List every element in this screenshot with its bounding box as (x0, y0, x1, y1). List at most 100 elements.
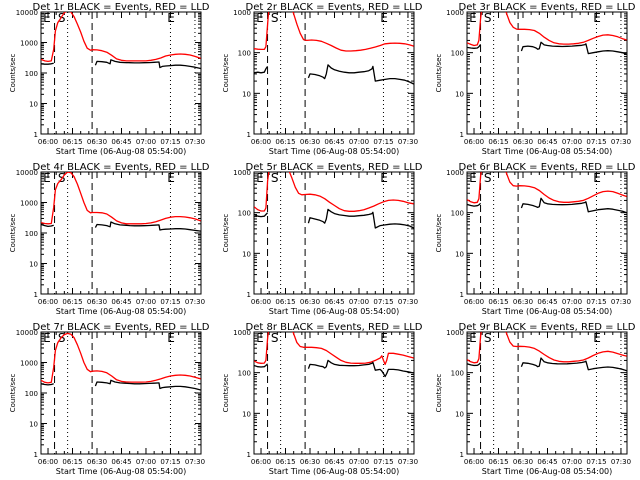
series-group (254, 172, 414, 229)
x-tick-label: 06:30 (300, 138, 320, 146)
y-axis-label: Counts/sec (222, 214, 230, 253)
x-tick-label: 07:00 (349, 138, 369, 146)
x-tick-label: 07:15 (586, 298, 606, 306)
y-tick-label: 1 (247, 451, 251, 459)
marker-label-s: S (484, 331, 492, 345)
x-tick-label: 06:00 (38, 458, 58, 466)
chart-title: Det 6r BLACK = Events, RED = LLD (459, 162, 636, 173)
y-tick-label: 10 (455, 250, 464, 258)
plot-frame (40, 331, 202, 455)
series-line-lld (41, 12, 201, 63)
series-group (254, 12, 414, 85)
y-axis-label: Counts/sec (222, 54, 230, 93)
x-tick-label: 07:00 (136, 138, 156, 146)
y-axis-label: Counts/sec (435, 374, 443, 413)
marker-label-e: E (593, 11, 601, 25)
y-tick-label: 10 (455, 90, 464, 98)
y-tick-label: 1 (34, 451, 38, 459)
chart-panel-6: Det 6r BLACK = Events, RED = LLD 1 10 100 10… (435, 162, 636, 316)
series-line-lld (254, 172, 414, 212)
x-axis-label: Start Time (06-Aug-08 05:54:00) (56, 147, 187, 156)
x-tick-label: 07:30 (398, 138, 418, 146)
x-tick-label: 07:15 (160, 138, 180, 146)
x-tick-label: 07:30 (398, 298, 418, 306)
x-tick-label: 06:30 (513, 458, 533, 466)
y-tick-label: 1000 (20, 360, 38, 368)
marker-label-e: E (256, 11, 264, 25)
y-tick-label: 100 (451, 370, 464, 378)
x-tick-label: 07:00 (349, 458, 369, 466)
chart-panel-7: Det 7r BLACK = Events, RED = LLD 1 10 100 10… (9, 322, 210, 476)
y-tick-label: 1 (460, 291, 464, 299)
x-tick-label: 07:15 (586, 138, 606, 146)
plot-frame (253, 331, 415, 455)
x-tick-label: 07:30 (185, 458, 205, 466)
y-tick-label: 1 (34, 131, 38, 139)
chart-panel-8: Det 8r BLACK = Events, RED = LLD 1 10 100 10… (222, 322, 423, 476)
y-tick-label: 100 (25, 70, 38, 78)
series-line-events (41, 221, 201, 232)
x-tick-label: 07:00 (136, 298, 156, 306)
marker-label-e: E (380, 171, 388, 185)
x-tick-label: 07:15 (586, 458, 606, 466)
series-line-lld (467, 172, 627, 204)
y-tick-label: 1000 (446, 169, 464, 177)
x-tick-label: 06:00 (464, 458, 484, 466)
series-group (41, 332, 201, 391)
marker-label-e: E (256, 171, 264, 185)
y-tick-label: 1000 (233, 9, 251, 17)
chart-panel-3: Det 3r BLACK = Events, RED = LLD 1 10 100 10… (435, 2, 636, 156)
chart-title: Det 7r BLACK = Events, RED = LLD (33, 322, 210, 333)
marker-label-e: E (256, 331, 264, 345)
x-tick-label: 07:00 (349, 298, 369, 306)
x-tick-label: 07:00 (562, 138, 582, 146)
y-tick-label: 10 (455, 410, 464, 418)
plot-frame (40, 11, 202, 135)
y-tick-label: 1 (460, 131, 464, 139)
marker-label-s: S (271, 171, 279, 185)
y-tick-label: 1000 (20, 40, 38, 48)
marker-label-e: E (469, 331, 477, 345)
series-line-lld (467, 332, 627, 364)
chart-panel-5: Det 5r BLACK = Events, RED = LLD 1 10 100 10… (222, 162, 423, 316)
marker-label-e: E (43, 331, 51, 345)
chart-title: Det 2r BLACK = Events, RED = LLD (246, 2, 423, 13)
y-tick-label: 1000 (233, 169, 251, 177)
y-tick-label: 10 (242, 250, 251, 258)
x-tick-label: 06:45 (111, 138, 131, 146)
y-tick-label: 1 (247, 291, 251, 299)
series-line-lld (467, 12, 627, 47)
x-tick-label: 06:15 (62, 298, 82, 306)
x-axis-label: Start Time (06-Aug-08 05:54:00) (482, 467, 613, 476)
x-tick-label: 06:30 (513, 298, 533, 306)
series-line-events (41, 379, 201, 391)
x-tick-label: 06:15 (62, 138, 82, 146)
series-line-events (467, 41, 627, 55)
x-tick-label: 06:15 (62, 458, 82, 466)
x-tick-label: 07:30 (611, 138, 631, 146)
x-tick-label: 06:45 (537, 138, 557, 146)
series-line-events (467, 197, 627, 214)
x-tick-label: 07:15 (373, 298, 393, 306)
x-tick-label: 06:15 (275, 138, 295, 146)
x-tick-label: 07:15 (160, 458, 180, 466)
chart-title: Det 9r BLACK = Events, RED = LLD (459, 322, 636, 333)
series-line-events (254, 208, 414, 229)
y-axis-label: Counts/sec (9, 374, 17, 413)
x-tick-label: 07:15 (373, 138, 393, 146)
marker-label-e: E (469, 11, 477, 25)
x-tick-label: 06:00 (251, 298, 271, 306)
x-axis-label: Start Time (06-Aug-08 05:54:00) (269, 147, 400, 156)
x-tick-label: 06:30 (87, 458, 107, 466)
series-line-lld (254, 332, 414, 366)
y-tick-label: 1000 (446, 329, 464, 337)
x-tick-label: 06:00 (251, 138, 271, 146)
x-tick-label: 06:30 (87, 298, 107, 306)
marker-label-e: E (593, 171, 601, 185)
x-tick-label: 06:45 (324, 298, 344, 306)
plot-frame (466, 331, 628, 455)
marker-label-s: S (484, 171, 492, 185)
x-tick-label: 06:00 (38, 138, 58, 146)
marker-label-e: E (43, 171, 51, 185)
